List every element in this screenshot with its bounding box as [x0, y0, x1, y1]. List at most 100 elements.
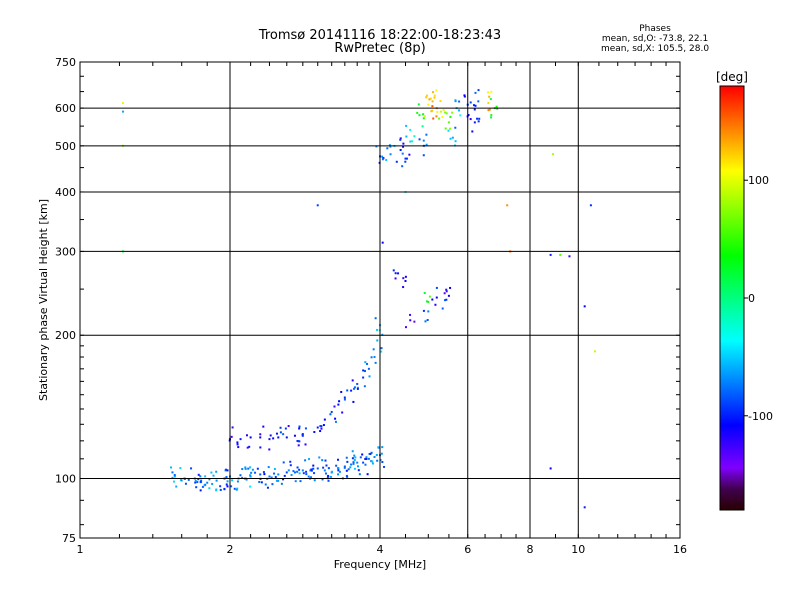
- data-point-jitter: [231, 426, 234, 429]
- data-point-jitter: [211, 482, 214, 485]
- data-point-jitter: [382, 157, 385, 160]
- data-point-jitter: [454, 140, 457, 143]
- data-point-jitter: [370, 451, 373, 454]
- data-point-jitter: [438, 117, 441, 120]
- data-point-jitter: [199, 481, 202, 484]
- data-point-jitter: [489, 98, 492, 101]
- data-point-jitter: [478, 117, 481, 120]
- data-point-jitter: [374, 317, 377, 320]
- data-point: [593, 350, 596, 353]
- data-point-jitter: [374, 361, 377, 364]
- data-point-jitter: [329, 413, 332, 416]
- data-point-jitter: [267, 466, 270, 469]
- data-point-jitter: [223, 487, 226, 490]
- data-point-jitter: [304, 427, 307, 430]
- colorbar-tick-label: 100: [748, 174, 769, 187]
- data-point-jitter: [463, 95, 466, 98]
- data-point-jitter: [476, 117, 479, 120]
- stats-title: Phases: [639, 24, 671, 34]
- data-point-jitter: [247, 467, 250, 470]
- data-point-jitter: [372, 348, 375, 351]
- data-point-jitter: [310, 469, 313, 472]
- data-point-jitter: [289, 464, 292, 467]
- data-point-jitter: [487, 109, 490, 112]
- data-point-jitter: [421, 125, 424, 128]
- data-point-jitter: [380, 347, 383, 350]
- data-point-jitter: [363, 385, 366, 388]
- data-point: [381, 241, 384, 244]
- data-point: [268, 475, 271, 478]
- data-point: [404, 157, 407, 160]
- data-point-jitter: [411, 140, 414, 143]
- data-point: [568, 255, 571, 258]
- data-point-jitter: [215, 488, 218, 491]
- data-point-jitter: [327, 479, 330, 482]
- data-point-jitter: [312, 464, 315, 467]
- data-point-jitter: [356, 387, 359, 390]
- data-point: [285, 436, 288, 439]
- y-tick-label: 300: [55, 245, 76, 258]
- data-point-jitter: [375, 145, 378, 148]
- data-point-jitter: [266, 486, 269, 489]
- data-point: [343, 396, 346, 399]
- data-point: [200, 479, 203, 482]
- data-point-jitter: [381, 155, 384, 158]
- data-point-jitter: [337, 469, 340, 472]
- data-point-jitter: [258, 480, 261, 483]
- data-point-jitter: [343, 466, 346, 469]
- stats-x-mode: mean, sd,X: 105.5, 28.0: [600, 44, 710, 54]
- data-point-jitter: [370, 460, 373, 463]
- data-point-jitter: [296, 466, 299, 469]
- data-point: [362, 461, 365, 464]
- data-point-jitter: [380, 350, 383, 353]
- data-point-jitter: [264, 483, 267, 486]
- data-point: [589, 204, 592, 207]
- data-point-jitter: [361, 453, 364, 456]
- data-point: [249, 475, 252, 478]
- data-point-jitter: [428, 98, 431, 101]
- data-point-jitter: [338, 400, 341, 403]
- data-point-jitter: [364, 361, 367, 364]
- data-point-jitter: [171, 471, 174, 474]
- data-point-jitter: [337, 467, 340, 470]
- data-point-jitter: [199, 475, 202, 478]
- data-point-jitter: [250, 471, 253, 474]
- data-point-jitter: [388, 144, 391, 147]
- data-point: [293, 471, 296, 474]
- data-point: [206, 481, 209, 484]
- data-point: [373, 356, 376, 359]
- data-point-jitter: [282, 433, 285, 436]
- data-point-jitter: [244, 466, 247, 469]
- data-point-jitter: [249, 474, 252, 477]
- x-tick-label: 8: [527, 543, 534, 556]
- data-point-jitter: [334, 420, 337, 423]
- data-point-jitter: [249, 485, 252, 488]
- data-point-jitter: [352, 400, 355, 403]
- data-point: [122, 102, 125, 105]
- data-point-jitter: [488, 108, 491, 111]
- data-point-jitter: [283, 474, 286, 477]
- data-point: [431, 100, 434, 103]
- data-point-jitter: [321, 478, 324, 481]
- data-point: [435, 296, 438, 299]
- data-point-jitter: [413, 135, 416, 138]
- data-point: [301, 433, 304, 436]
- data-point: [552, 153, 555, 156]
- data-point-jitter: [298, 472, 301, 475]
- data-point-jitter: [269, 434, 272, 437]
- data-point-jitter: [273, 472, 276, 475]
- data-point-jitter: [173, 480, 176, 483]
- data-point-jitter: [274, 476, 277, 479]
- data-point-jitter: [296, 470, 299, 473]
- data-point-jitter: [404, 160, 407, 163]
- data-point: [215, 479, 218, 482]
- data-point-jitter: [427, 310, 430, 313]
- data-point: [559, 253, 562, 256]
- data-point-jitter: [356, 386, 359, 389]
- data-point-jitter: [298, 427, 301, 430]
- data-point-jitter: [219, 485, 222, 488]
- y-tick-label: 600: [55, 102, 76, 115]
- data-point-jitter: [436, 110, 439, 113]
- data-point: [362, 376, 365, 379]
- data-point-jitter: [226, 485, 229, 488]
